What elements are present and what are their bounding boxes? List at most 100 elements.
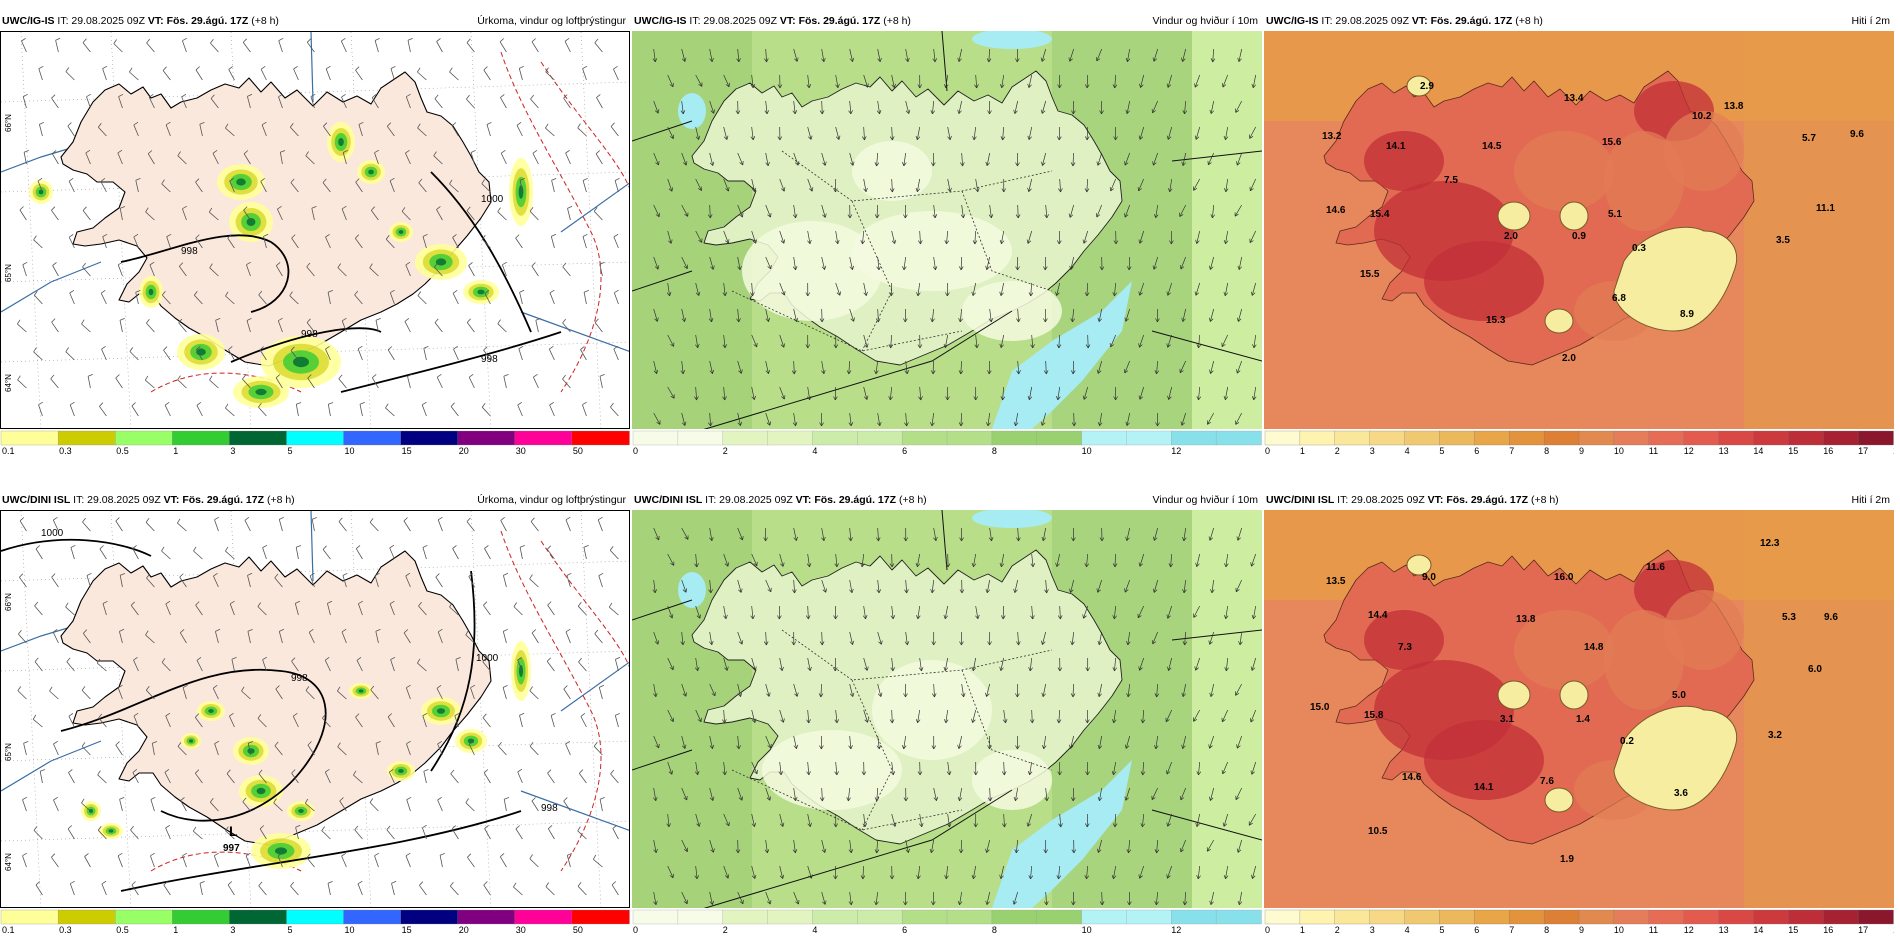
warm-area — [1364, 610, 1444, 670]
wind-arrow — [1225, 553, 1229, 567]
wind-arrow — [751, 282, 753, 297]
wind-barb — [226, 773, 235, 784]
wind-arrow — [1139, 126, 1145, 140]
wind-arrow-head — [795, 265, 798, 271]
wind-barb-flag — [436, 38, 441, 42]
wind-arrow-head — [1208, 640, 1210, 645]
wind-arrow — [1071, 631, 1075, 645]
wind-barb — [149, 264, 155, 277]
wind-barb-flag — [404, 317, 410, 322]
wind-barb — [195, 237, 203, 249]
wind-arrow — [1250, 709, 1257, 723]
wind-arrow-head — [903, 162, 907, 167]
wind-barb — [22, 264, 27, 277]
wind-arrow-head — [1194, 666, 1196, 671]
wind-arrow-head — [792, 110, 796, 115]
wind-arrow — [765, 360, 769, 374]
wind-arrow-head — [1210, 214, 1213, 219]
wind-barb-flag — [85, 149, 91, 154]
wind-arrow-head — [891, 563, 895, 568]
wind-arrow-head — [1139, 875, 1143, 879]
wind-arrow-head — [793, 318, 797, 322]
wind-arrow-head — [782, 562, 785, 567]
wind-arrow-head — [1140, 719, 1144, 724]
wind-barb — [371, 97, 379, 109]
wind-barb-flag — [549, 345, 554, 350]
wind-barb — [387, 349, 395, 361]
wind-arrow-head — [783, 187, 786, 192]
wind-arrow-head — [822, 797, 825, 802]
wind-arrow-head — [974, 240, 978, 245]
wind-arrow-head — [694, 667, 698, 672]
colorbar-tick-label: 4 — [812, 446, 817, 456]
wind-arrow-head — [1029, 719, 1033, 724]
lead-time: (+8 h) — [880, 15, 911, 27]
wind-arrow — [653, 891, 657, 905]
wind-arrow — [821, 631, 823, 646]
wind-arrow — [849, 631, 853, 645]
wind-arrow-head — [795, 796, 798, 801]
wind-arrow — [1083, 230, 1089, 244]
wind-barb-flag — [275, 685, 280, 690]
colorbar-tick-label: 9 — [1579, 925, 1584, 935]
wind-arrow — [751, 74, 754, 88]
wind-arrow — [765, 735, 772, 749]
wind-arrow-head — [766, 693, 770, 697]
wind-arrow — [667, 178, 673, 192]
wind-arrow-head — [1070, 745, 1074, 749]
wind-arrow — [1031, 334, 1034, 348]
wind-barb-flag — [580, 346, 585, 350]
wind-arrow-head — [737, 693, 741, 697]
wind-arrow-head — [1182, 318, 1186, 322]
wind-barb-flag — [68, 233, 74, 238]
wind-barb — [452, 548, 459, 560]
wind-arrow-head — [819, 110, 823, 115]
wind-arrow-head — [708, 422, 711, 427]
wind-arrow-head — [917, 719, 921, 724]
wind-barb-flag — [405, 852, 411, 857]
colorbar-tick-label: 13 — [1719, 925, 1729, 935]
wind-barb-flag — [519, 545, 525, 548]
wind-arrow-head — [849, 693, 854, 697]
wind-barb — [452, 293, 459, 305]
wind-barb — [273, 802, 283, 812]
wind-arrow-head — [1127, 641, 1131, 646]
wind-barb-flag — [195, 713, 199, 718]
wind-barb-flag — [470, 684, 476, 689]
wind-arrow-head — [1058, 240, 1062, 245]
wind-arrow-head — [1083, 240, 1088, 244]
wind-barb — [470, 687, 475, 700]
wind-arrow-head — [1071, 537, 1074, 542]
wind-arrow-head — [725, 84, 730, 88]
wind-arrow-head — [1196, 396, 1199, 401]
colorbar-swatch — [1036, 430, 1083, 446]
wind-arrow — [681, 360, 684, 374]
wind-arrow — [793, 308, 797, 322]
wind-barb — [353, 774, 363, 784]
wind-arrow — [1001, 230, 1005, 244]
colorbar-swatch — [1081, 909, 1128, 925]
wind-arrow — [1045, 891, 1047, 906]
wind-arrow-head — [1099, 110, 1102, 115]
wind-arrow — [960, 412, 963, 427]
wind-arrow-head — [958, 370, 962, 375]
wind-arrow-head — [1087, 771, 1090, 776]
wind-arrow-head — [905, 797, 909, 802]
wind-barb-flag — [580, 712, 586, 717]
wind-barb-flag — [337, 263, 342, 268]
wind-arrow — [765, 152, 769, 166]
wind-arrow-head — [1239, 901, 1243, 906]
wind-arrow-head — [653, 901, 657, 906]
wind-arrow — [653, 683, 657, 697]
wind-barb-flag — [144, 375, 149, 381]
wind-arrow — [1000, 553, 1005, 567]
wind-barb — [39, 771, 43, 784]
wind-arrow-head — [752, 667, 756, 671]
wind-barb-flag — [406, 684, 411, 689]
wind-arrow-head — [945, 563, 949, 568]
temperature-value-label: 6.8 — [1612, 293, 1626, 304]
wind-barb-flag — [51, 573, 56, 578]
wind-arrow-head — [1070, 641, 1073, 646]
strong-wind-area — [972, 510, 1052, 528]
wind-barb — [182, 208, 187, 221]
